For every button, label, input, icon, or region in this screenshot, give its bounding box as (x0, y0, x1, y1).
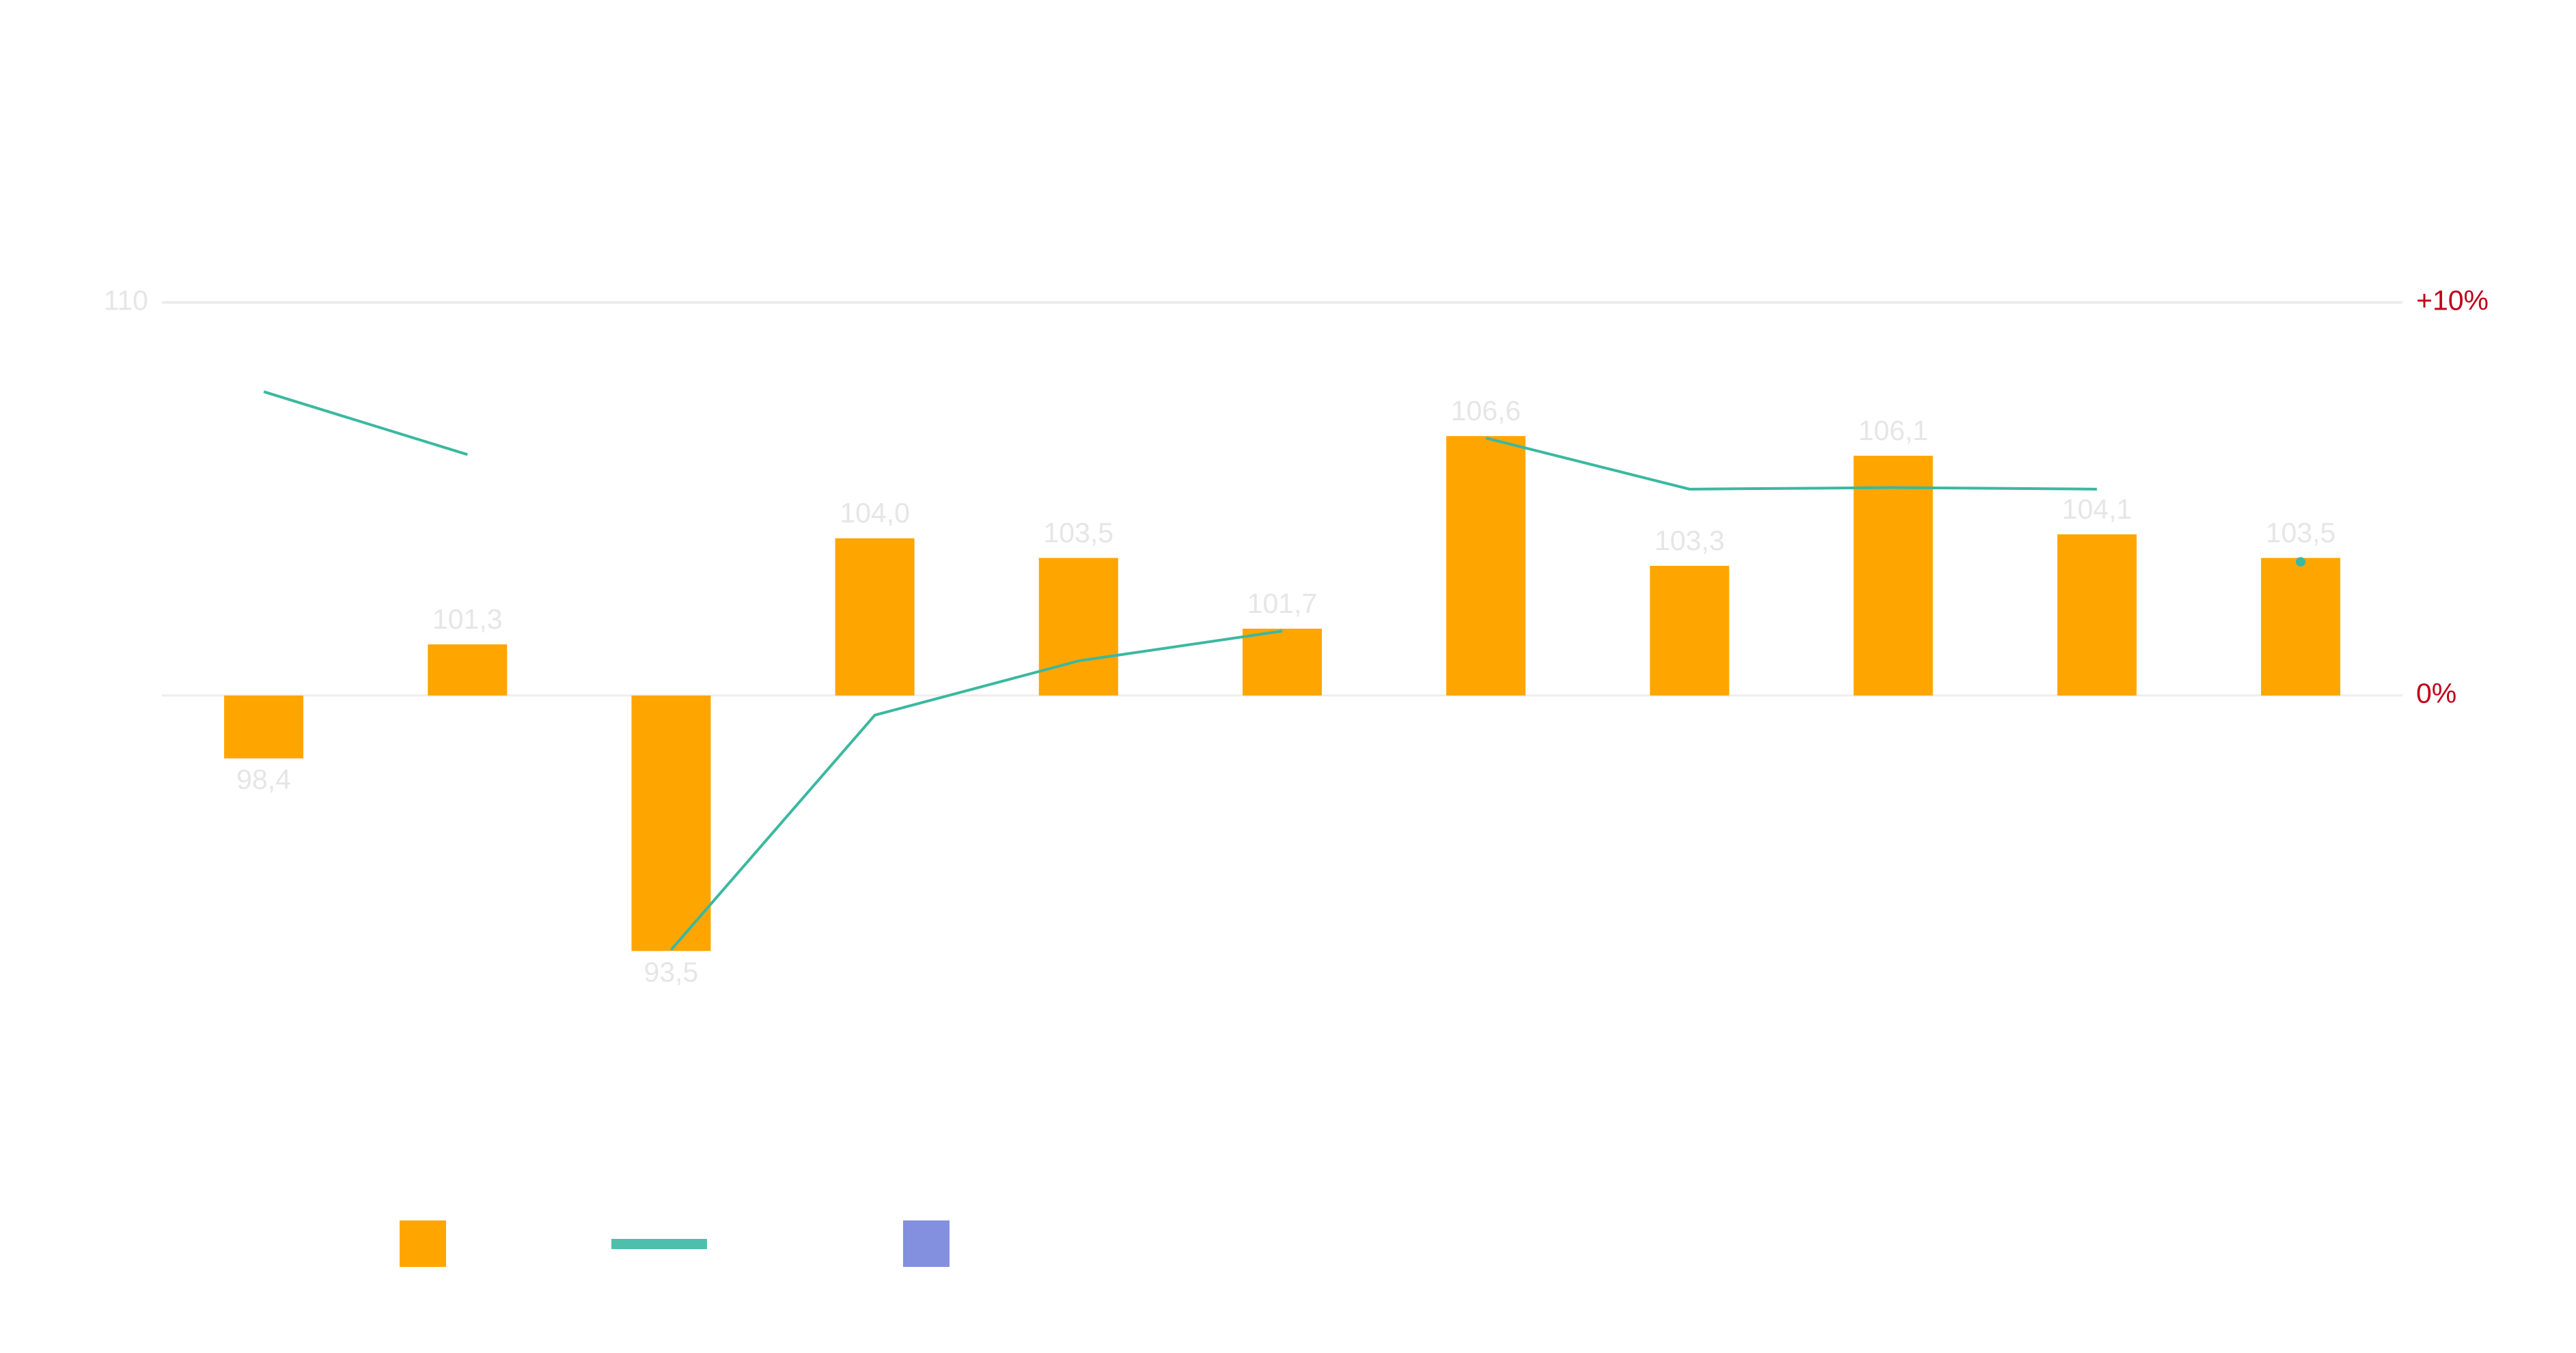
bar (1243, 629, 1322, 696)
bar (224, 695, 304, 758)
line (1485, 437, 2097, 491)
line (669, 629, 1283, 951)
line (263, 390, 468, 456)
y2-tick-label: 0% (2416, 678, 2456, 709)
bar (1853, 455, 1933, 696)
value-label: 104,1 (2062, 493, 2132, 525)
y-tick-label: 110 (104, 284, 148, 316)
value-label: 98,4 (236, 764, 291, 795)
legend-swatch (400, 1220, 446, 1267)
value-label: 106,6 (1451, 395, 1521, 426)
value-label: 101,7 (1247, 588, 1318, 619)
bar (631, 695, 711, 951)
value-label: 104,0 (840, 497, 910, 529)
bar (2057, 534, 2137, 696)
bar (428, 644, 508, 696)
bar (1038, 558, 1118, 696)
value-label: 103,5 (2266, 517, 2336, 548)
bar (1650, 565, 1730, 696)
value-label: 103,5 (1044, 517, 1114, 548)
legend-swatch (611, 1239, 707, 1249)
value-label: 106,1 (1858, 415, 1928, 446)
legend-swatch (903, 1220, 950, 1267)
value-label: 103,3 (1654, 525, 1725, 556)
value-label: 93,5 (644, 957, 699, 988)
value-label: 101,3 (432, 603, 503, 635)
line-point (2295, 557, 2305, 567)
bar (2260, 558, 2340, 696)
bar (1446, 436, 1526, 696)
y2-tick-label: +10% (2416, 284, 2489, 316)
bar (835, 538, 915, 696)
